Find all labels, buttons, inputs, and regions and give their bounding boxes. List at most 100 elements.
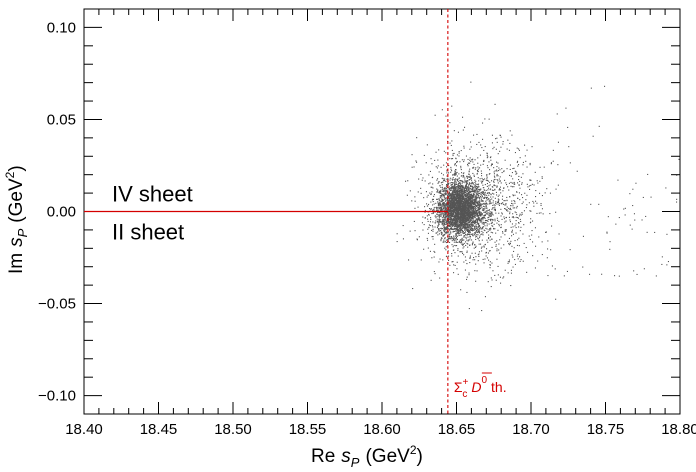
- scatter-point: [636, 273, 638, 275]
- scatter-point: [453, 185, 455, 187]
- scatter-point: [472, 211, 474, 213]
- scatter-point: [484, 215, 486, 217]
- scatter-point: [449, 241, 451, 243]
- scatter-point: [450, 224, 452, 226]
- scatter-point: [507, 262, 509, 264]
- scatter-point: [481, 230, 483, 232]
- scatter-point: [472, 172, 474, 174]
- scatter-point: [519, 256, 521, 258]
- scatter-point: [469, 220, 471, 222]
- scatter-point: [492, 207, 494, 209]
- scatter-point: [502, 195, 504, 197]
- scatter-point: [480, 243, 482, 245]
- scatter-point: [441, 213, 443, 215]
- scatter-point: [469, 196, 471, 198]
- scatter-point: [473, 202, 475, 204]
- scatter-point: [477, 215, 479, 217]
- scatter-point: [437, 207, 439, 209]
- scatter-point: [450, 216, 452, 218]
- scatter-point: [464, 210, 466, 212]
- scatter-point: [489, 202, 491, 204]
- scatter-point: [457, 226, 459, 228]
- scatter-point: [503, 200, 505, 202]
- scatter-point: [475, 194, 477, 196]
- scatter-point: [476, 189, 478, 191]
- scatter-point: [517, 217, 519, 219]
- scatter-point: [458, 190, 460, 192]
- scatter-point: [473, 193, 475, 195]
- scatter-point: [475, 209, 477, 211]
- scatter-point: [517, 258, 519, 260]
- scatter-point: [453, 190, 455, 192]
- scatter-point: [470, 177, 472, 179]
- scatter-point: [645, 215, 647, 217]
- scatter-point: [474, 214, 476, 216]
- scatter-point: [445, 220, 447, 222]
- scatter-point: [464, 221, 466, 223]
- scatter-point: [483, 211, 485, 213]
- scatter-point: [528, 202, 530, 204]
- scatter-point: [455, 238, 457, 240]
- scatter-point: [477, 209, 479, 211]
- scatter-point: [449, 194, 451, 196]
- scatter-point: [510, 209, 512, 211]
- scatter-point: [427, 228, 429, 230]
- scatter-point: [436, 188, 438, 190]
- scatter-point: [455, 174, 457, 176]
- scatter-point: [469, 175, 471, 177]
- scatter-point: [437, 189, 439, 191]
- scatter-point: [455, 218, 457, 220]
- scatter-point: [489, 229, 491, 231]
- scatter-point: [454, 239, 456, 241]
- scatter-point: [496, 217, 498, 219]
- scatter-point: [472, 208, 474, 210]
- scatter-point: [444, 226, 446, 228]
- scatter-point: [566, 270, 568, 272]
- scatter-point: [460, 222, 462, 224]
- scatter-point: [474, 168, 476, 170]
- scatter-point: [471, 252, 473, 254]
- scatter-point: [443, 223, 445, 225]
- scatter-point: [452, 187, 454, 189]
- scatter-point: [464, 229, 466, 231]
- scatter-point: [487, 203, 489, 205]
- scatter-point: [421, 179, 423, 181]
- scatter-point: [463, 216, 465, 218]
- scatter-point: [485, 205, 487, 207]
- scatter-point: [510, 269, 512, 271]
- scatter-point: [463, 216, 465, 218]
- scatter-point: [469, 202, 471, 204]
- scatter-point: [475, 207, 477, 209]
- scatter-point: [471, 212, 473, 214]
- scatter-point: [451, 194, 453, 196]
- scatter-point: [464, 215, 466, 217]
- scatter-point: [489, 203, 491, 205]
- scatter-point: [451, 189, 453, 191]
- scatter-point: [485, 213, 487, 215]
- scatter-point: [450, 168, 452, 170]
- scatter-point: [444, 180, 446, 182]
- scatter-point: [529, 210, 531, 212]
- scatter-point: [500, 236, 502, 238]
- scatter-point: [487, 281, 489, 283]
- scatter-point: [440, 227, 442, 229]
- scatter-point: [465, 219, 467, 221]
- scatter-point: [557, 184, 559, 186]
- scatter-point: [469, 207, 471, 209]
- scatter-point: [445, 190, 447, 192]
- scatter-point: [439, 228, 441, 230]
- scatter-point: [450, 232, 452, 234]
- scatter-point: [496, 137, 498, 139]
- scatter-point: [460, 242, 462, 244]
- scatter-point: [494, 103, 496, 105]
- scatter-point: [462, 176, 464, 178]
- scatter-point: [469, 212, 471, 214]
- scatter-point: [452, 213, 454, 215]
- scatter-point: [535, 200, 537, 202]
- scatter-point: [466, 224, 468, 226]
- scatter-point: [463, 219, 465, 221]
- scatter-point: [444, 222, 446, 224]
- scatter-point: [463, 235, 465, 237]
- scatter-point: [510, 272, 512, 274]
